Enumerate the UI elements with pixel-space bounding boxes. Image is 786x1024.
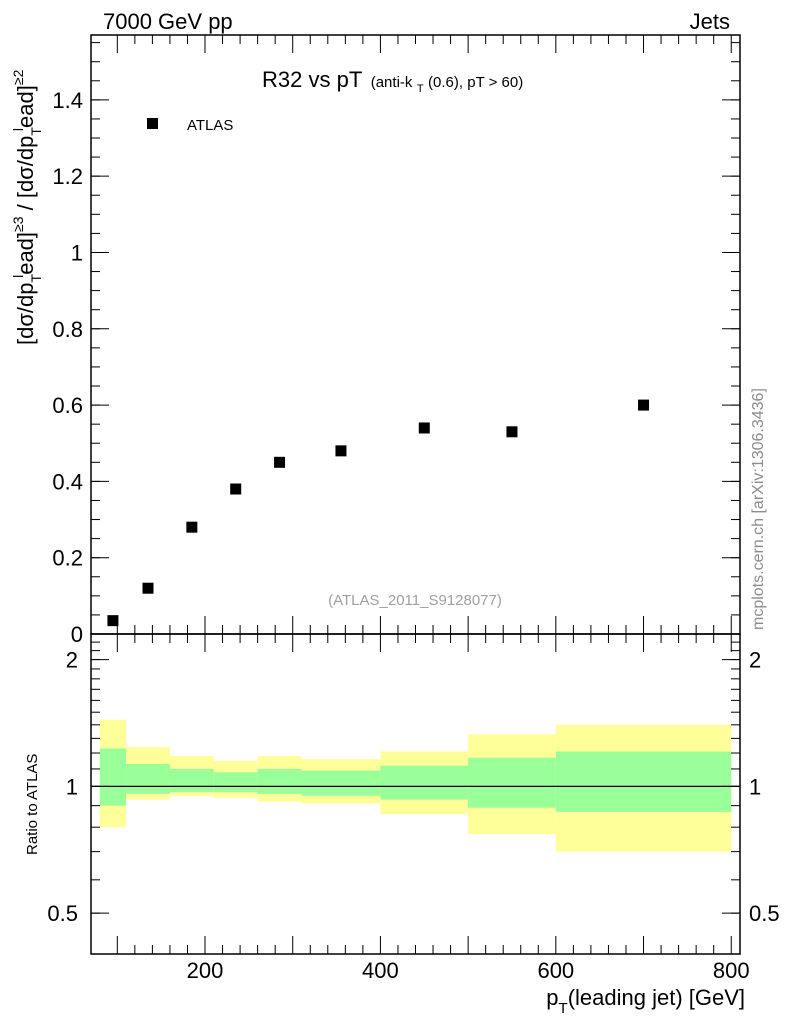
data-point xyxy=(638,399,650,411)
x-axis-label: pT(leading jet) [GeV] xyxy=(546,985,745,1017)
header-right: Jets xyxy=(690,9,730,34)
data-point xyxy=(230,483,242,495)
chart-title-sub: T xyxy=(417,83,424,95)
ratio-band-inner xyxy=(169,768,214,792)
ratio-y-axis-label: Ratio to ATLAS xyxy=(24,754,41,855)
main-y-tick-label: 0.8 xyxy=(52,317,83,342)
main-y-tick-label: 1.4 xyxy=(52,88,83,113)
ratio-band-inner xyxy=(257,768,302,794)
ylabel-sup-4: ≥2 xyxy=(10,69,26,85)
analysis-label: (ATLAS_2011_S9128077) xyxy=(328,592,502,609)
xlabel-sub: T xyxy=(559,1000,568,1017)
ylabel-sup-2: ≥3 xyxy=(10,216,26,232)
main-y-tick-label: 1 xyxy=(71,240,83,265)
ylabel-part-1: [dσ/dp xyxy=(13,282,38,345)
ratio-band-inner xyxy=(126,764,170,794)
ratio-band-inner xyxy=(380,765,469,800)
ratio-x-ticks: 200 400 600 800 xyxy=(116,634,750,983)
ratio-band-inner xyxy=(99,748,127,806)
ratio-band-inner xyxy=(213,772,258,792)
ratio-y-tick-label: 1 xyxy=(66,774,78,799)
main-y-tick-label: 0.4 xyxy=(52,469,83,494)
xlabel-part-1: p xyxy=(546,985,558,1010)
ylabel-sub-2: T xyxy=(28,127,44,136)
ylabel-part-4: ead] xyxy=(13,85,38,128)
ratio-y-tick-label-right: 1 xyxy=(749,774,761,799)
data-point xyxy=(274,456,286,468)
chart-title: R32 vs pT (anti-k T (0.6), pT > 60) xyxy=(262,67,523,96)
header-left: 7000 GeV pp xyxy=(103,9,233,34)
ratio-y-tick-label-right: 2 xyxy=(749,648,761,673)
ratio-y-tick-label-right: 0.5 xyxy=(749,901,780,926)
main-y-tick-label: 0.6 xyxy=(52,393,83,418)
ylabel-part-2: ead] xyxy=(13,232,38,275)
ylabel-sup-1: l xyxy=(10,275,26,278)
main-x-ticks xyxy=(116,35,732,634)
chart-title-main: R32 vs pT xyxy=(262,67,362,92)
data-point xyxy=(186,521,198,533)
main-panel: 0 0.2 0.4 0.6 0.8 1 1.2 1.4 R32 vs pT (anti-k T… xyxy=(10,34,741,647)
main-y-tick-label: 0.2 xyxy=(52,546,83,571)
ratio-band-inner xyxy=(301,770,381,796)
data-point xyxy=(506,426,518,438)
ratio-band-inner xyxy=(468,757,556,808)
main-y-ticks: 0 0.2 0.4 0.6 0.8 1 1.2 1.4 xyxy=(52,42,740,647)
ratio-band-inner xyxy=(555,751,732,812)
ylabel-sub-1: T xyxy=(28,273,44,282)
xlabel-part-2: (leading jet) [GeV] xyxy=(568,985,745,1010)
main-y-axis-label: [dσ/dpTlead]≥3 / [dσ/dpTlead]≥2 xyxy=(10,69,44,345)
x-tick-label: 800 xyxy=(713,958,750,983)
ratio-y-tick-label: 0.5 xyxy=(47,901,78,926)
legend-label: ATLAS xyxy=(187,117,233,134)
ratio-panel: 0.5 0.5 1 1 2 2 200 400 600 800 Ratio to ATLAS p… xyxy=(24,633,780,1017)
ylabel-part-3: / [dσ/dp xyxy=(13,136,38,217)
x-tick-label: 200 xyxy=(187,958,224,983)
data-point xyxy=(107,615,119,627)
x-tick-label: 400 xyxy=(362,958,399,983)
ylabel-sup-3: l xyxy=(10,128,26,131)
data-point xyxy=(142,582,154,594)
ratio-bands xyxy=(99,719,732,852)
main-data-points xyxy=(107,399,650,627)
x-tick-label: 600 xyxy=(537,958,574,983)
side-label: mcplots.cern.ch [arXiv:1306.3436] xyxy=(750,388,767,630)
ratio-y-ticks: 0.5 0.5 1 1 2 2 xyxy=(47,633,780,955)
data-point xyxy=(335,445,347,457)
legend-marker xyxy=(147,118,158,129)
data-point xyxy=(418,422,430,434)
chart-title-detail-end: (0.6), pT > 60) xyxy=(428,74,523,91)
main-y-tick-label: 1.2 xyxy=(52,164,83,189)
ratio-y-tick-label: 2 xyxy=(66,648,78,673)
chart-title-detail: (anti-k xyxy=(371,74,413,91)
main-y-tick-label: 0 xyxy=(71,622,83,647)
